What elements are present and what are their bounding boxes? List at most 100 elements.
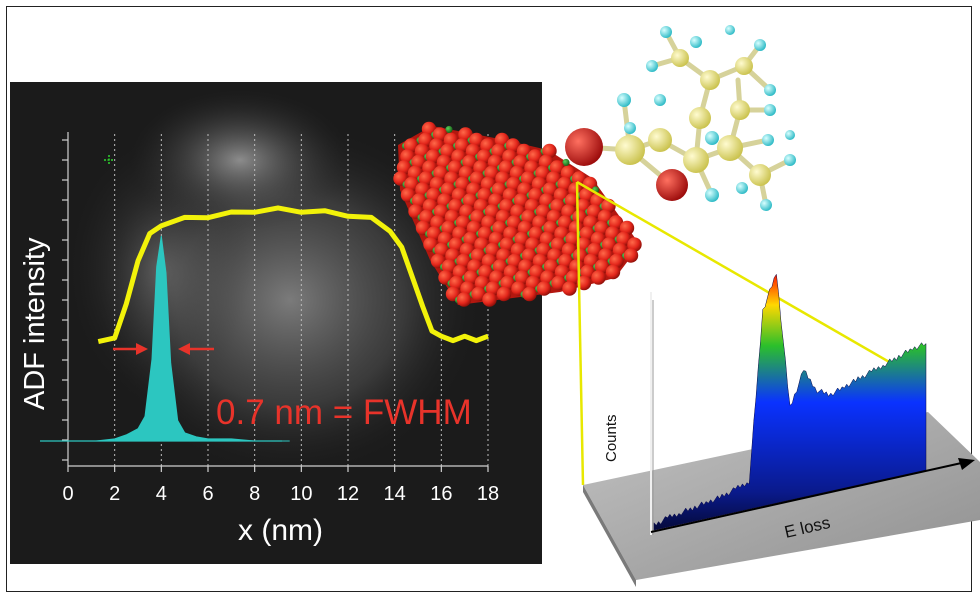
cluster-atom-red: [403, 138, 419, 153]
cluster-atom-red: [528, 226, 544, 241]
cluster-atom-green: [562, 158, 570, 167]
cluster-atom-red: [562, 281, 577, 296]
cluster-atom-red: [506, 176, 521, 192]
cluster-atom-red: [576, 275, 592, 291]
cluster-atom-red: [609, 253, 624, 269]
cluster-atom-red: [529, 264, 544, 280]
cluster-atom-red: [419, 209, 434, 225]
molecule-atom-cyan: [654, 94, 666, 106]
cluster-atom-red: [587, 242, 602, 258]
nanocluster-atoms: [393, 121, 642, 307]
cluster-atom-red: [396, 160, 412, 175]
molecule-atom-yellow: [689, 107, 711, 129]
cluster-atom-red: [455, 176, 470, 192]
cluster-atom-red: [434, 242, 449, 258]
ligand-molecule: [565, 25, 796, 211]
adf-x-axis-label: x (nm): [238, 514, 323, 547]
cluster-atom-red: [478, 264, 493, 280]
molecule-atom-yellow: [730, 100, 750, 120]
molecule-atom-yellow: [735, 57, 753, 75]
cluster-atom-red: [608, 215, 624, 230]
adf-x-tick-label: 6: [202, 483, 213, 505]
adf-y-axis-label: ADF intensity: [19, 237, 51, 410]
fwhm-annotation: 0.7 nm = FWHM: [216, 393, 472, 432]
cluster-atom-red: [571, 171, 587, 186]
cluster-atom-red: [572, 248, 588, 263]
cluster-atom-red: [411, 193, 427, 208]
cluster-atom-red: [558, 253, 573, 269]
cluster-atom-red: [454, 138, 470, 153]
cluster-atom-red: [484, 204, 500, 219]
cluster-atom-red: [505, 138, 521, 153]
cluster-atom-red: [514, 231, 529, 247]
adf-panel: 0 2 4 6 8 10 12 14 16 18 0.7 nm = FWHM ADF intens…: [10, 82, 542, 564]
cluster-atom-red: [572, 209, 587, 225]
cluster-atom-red: [418, 132, 433, 148]
cluster-atom-red: [565, 231, 580, 247]
molecule-atom-cyan: [760, 199, 772, 211]
molecule-atom-oxy: [656, 169, 688, 201]
cluster-atom-red: [462, 193, 478, 208]
cluster-atom-red: [601, 237, 617, 252]
molecule-atom-cyan: [785, 130, 795, 140]
crosshair-icon: [104, 155, 114, 165]
cluster-atom-red: [557, 176, 572, 192]
cluster-atom-red: [542, 182, 558, 197]
eels-slab-front: [583, 485, 636, 587]
zoom-line-bottom-right: [576, 180, 925, 384]
molecule-atom-cyan: [617, 93, 631, 107]
eels-panel: Counts E loss: [575, 180, 980, 587]
cluster-atom-red: [448, 237, 464, 252]
cluster-atom-red: [470, 209, 485, 225]
cluster-atom-red: [551, 275, 566, 291]
cluster-atom-red: [482, 292, 497, 307]
cluster-atom-red: [432, 127, 448, 142]
adf-x-tick-label: 0: [62, 483, 73, 505]
cluster-atom-red: [499, 198, 514, 214]
cluster-atom-red: [463, 270, 479, 285]
cluster-atom-red: [492, 259, 508, 274]
cluster-atom-red: [623, 248, 639, 263]
cluster-atom-red: [411, 154, 426, 170]
cluster-atom-red: [513, 154, 528, 170]
cluster-atom-green: [445, 125, 453, 134]
cluster-atom-red: [433, 204, 449, 219]
molecule-atom-yellow: [615, 135, 645, 165]
molecule-atom-cyan: [705, 188, 719, 202]
cluster-atom-red: [485, 242, 500, 258]
figure-frame: [6, 6, 972, 592]
cluster-atom-red: [476, 149, 492, 164]
zoom-line-top-left: [575, 181, 585, 486]
adf-x-tick-label: 18: [477, 483, 499, 505]
molecule-atom-cyan: [784, 154, 796, 166]
cluster-atom-red: [580, 264, 595, 280]
cluster-atom-red: [433, 165, 448, 181]
molecule-atom-cyan: [705, 131, 719, 145]
cluster-atom-red: [543, 259, 559, 274]
cluster-atom-red: [605, 264, 621, 280]
cluster-atom-red: [549, 160, 565, 175]
cluster-atom-red: [463, 231, 478, 247]
cluster-atom-red: [426, 187, 441, 203]
cluster-atom-red: [477, 226, 493, 241]
cluster-atom-red: [484, 165, 499, 181]
cluster-atom-red: [564, 193, 580, 208]
molecule-atom-oxy: [565, 128, 603, 166]
cluster-atom-red: [440, 182, 456, 197]
molecule-atom-cyan: [725, 25, 735, 35]
molecule-atom-yellow: [671, 49, 689, 67]
cluster-atom-red: [447, 160, 463, 175]
cluster-atom-red: [521, 248, 537, 263]
cluster-atom-red: [491, 143, 506, 159]
cluster-atom-red: [627, 237, 642, 252]
molecule-atom-cyan: [736, 182, 748, 194]
adf-x-tick-label: 14: [384, 483, 406, 505]
eels-spectrum-series: [653, 273, 927, 531]
cluster-atom-red: [440, 143, 455, 159]
cluster-atom-red: [536, 242, 551, 258]
cluster-atom-red: [469, 171, 485, 186]
cluster-atom-red: [456, 253, 471, 269]
cluster-atom-red: [506, 215, 522, 230]
cluster-atom-red: [441, 259, 457, 274]
